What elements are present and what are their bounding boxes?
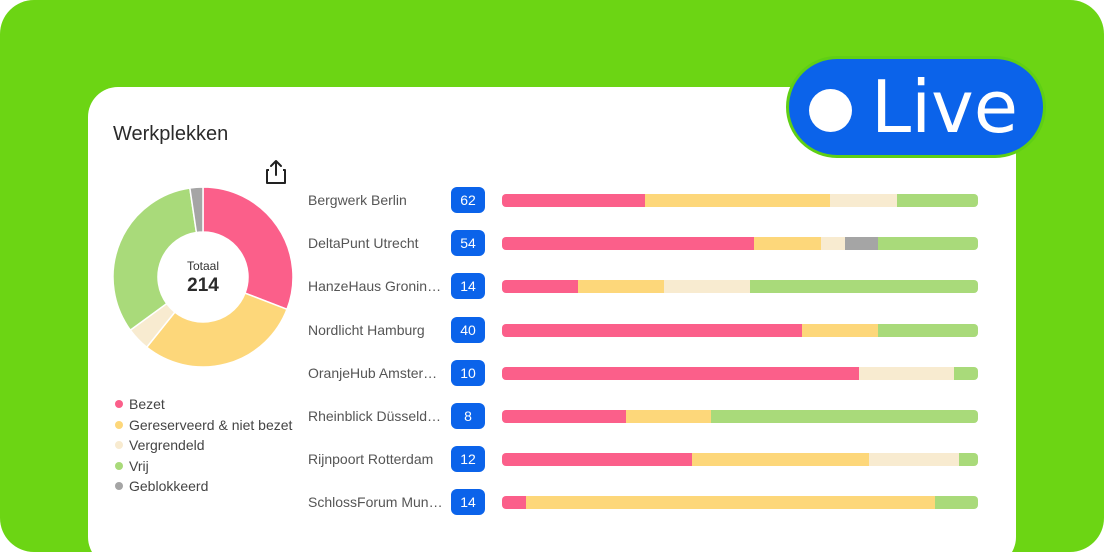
bar-segment-bezet	[502, 496, 526, 510]
donut-slice-geblokkeerd	[188, 186, 204, 234]
donut-chart	[112, 186, 294, 368]
live-badge: Live	[786, 56, 1046, 158]
location-count-badge: 40	[451, 316, 485, 343]
location-count-badge: 62	[451, 187, 485, 213]
location-name: Nordlicht Hamburg	[308, 321, 425, 338]
location-count-badge: 12	[451, 446, 485, 473]
location-count-badge: 10	[451, 359, 485, 386]
bar-segment-vrij	[954, 366, 978, 380]
legend-item: Vrij	[115, 456, 292, 477]
bar-segment-gereserveerd-niet-bezet	[625, 410, 712, 423]
legend-label: Bezet	[129, 396, 165, 413]
location-row[interactable]: Nordlicht Hamburg 40	[308, 316, 988, 343]
bar-segment-vergrendeld	[859, 366, 955, 380]
location-count-badge: 14	[451, 273, 485, 300]
bar-segment-gereserveerd-niet-bezet	[754, 237, 821, 251]
donut-slice-bezet	[202, 186, 294, 311]
bar-segment-bezet	[502, 323, 802, 337]
stacked-bar	[502, 280, 978, 294]
location-row[interactable]: SchlossForum Muni… 14	[308, 489, 988, 516]
bar-segment-vrij	[935, 496, 978, 510]
legend-dot-icon	[115, 461, 123, 470]
location-count-badge: 14	[451, 489, 485, 516]
legend-dot-icon	[115, 420, 123, 429]
location-row[interactable]: OranjeHub Amsterd… 10	[308, 359, 988, 386]
bar-segment-vrij	[878, 323, 978, 337]
location-row[interactable]: Rheinblick Düsseld… 8	[308, 403, 988, 429]
share-icon[interactable]	[264, 159, 288, 185]
legend-label: Geblokkeerd	[129, 478, 209, 495]
location-row[interactable]: Rijnpoort Rotterdam 12	[308, 446, 988, 473]
total-label: Totaal	[186, 259, 220, 273]
legend-item: Vergrendeld	[115, 435, 292, 456]
location-name: OranjeHub Amsterd…	[308, 364, 443, 381]
bar-segment-gereserveerd-niet-bezet	[692, 453, 869, 467]
location-name: SchlossForum Muni…	[308, 494, 443, 511]
bar-segment-bezet	[502, 453, 693, 467]
location-name: HanzeHaus Groning…	[308, 278, 443, 295]
location-name: DeltaPunt Utrecht	[308, 235, 419, 252]
live-dot-icon	[809, 89, 852, 132]
bar-segment-bezet	[502, 366, 859, 380]
bar-segment-gereserveerd-niet-bezet	[801, 323, 879, 337]
stacked-bar	[502, 453, 978, 467]
location-name: Rheinblick Düsseld…	[308, 408, 442, 424]
location-row[interactable]: HanzeHaus Groning… 14	[308, 273, 988, 300]
stacked-bar	[502, 323, 978, 337]
bar-segment-vrij	[711, 410, 978, 423]
bar-segment-gereserveerd-niet-bezet	[644, 194, 831, 207]
werkplekken-card: Werkplekken Totaal 214 Bezet Gereserveerd…	[88, 87, 1016, 552]
location-name: Rijnpoort Rotterdam	[308, 451, 434, 468]
legend-label: Gereserveerd & niet bezet	[129, 416, 293, 433]
bar-segment-vrij	[749, 280, 978, 294]
total-value: 214	[187, 275, 219, 296]
legend-label: Vergrendeld	[129, 437, 205, 454]
bar-segment-vergrendeld	[868, 453, 959, 467]
donut-slice-vrij	[112, 187, 198, 332]
stacked-bar	[502, 410, 978, 423]
legend-dot-icon	[115, 400, 123, 409]
bar-segment-vrij	[878, 237, 978, 251]
legend-dot-icon	[115, 482, 123, 491]
location-count-badge: 54	[451, 230, 485, 257]
location-row[interactable]: DeltaPunt Utrecht 54	[308, 230, 988, 257]
bar-segment-bezet	[502, 280, 579, 294]
location-row[interactable]: Bergwerk Berlin 62	[308, 187, 988, 213]
location-name: Bergwerk Berlin	[308, 192, 407, 208]
stacked-bar	[502, 496, 978, 510]
location-count-badge: 8	[451, 403, 485, 429]
donut-slice-gereserveerd-niet-bezet	[145, 292, 288, 368]
legend-item: Gereserveerd & niet bezet	[115, 415, 292, 436]
legend-dot-icon	[115, 441, 123, 450]
legend-item: Bezet	[115, 394, 292, 415]
bar-segment-vergrendeld	[663, 280, 750, 294]
bar-segment-vergrendeld	[830, 194, 898, 207]
bar-segment-geblokkeerd	[844, 237, 878, 251]
bar-segment-gereserveerd-niet-bezet	[578, 280, 664, 294]
legend-label: Vrij	[129, 457, 149, 474]
bar-segment-bezet	[502, 194, 645, 207]
bar-segment-vrij	[897, 194, 978, 207]
live-label: Live	[871, 65, 1019, 149]
bar-segment-gereserveerd-niet-bezet	[525, 496, 936, 510]
card-title: Werkplekken	[113, 123, 229, 145]
bar-segment-vrij	[958, 453, 978, 467]
bar-segment-bezet	[502, 410, 626, 423]
chart-legend: Bezet Gereserveerd & niet bezet Vergrendel…	[115, 394, 292, 497]
legend-item: Geblokkeerd	[115, 476, 292, 497]
stacked-bar	[502, 237, 978, 251]
bar-segment-vergrendeld	[820, 237, 845, 251]
stacked-bar	[502, 194, 978, 207]
stacked-bar	[502, 366, 978, 380]
bar-segment-bezet	[502, 237, 755, 251]
donut-center: Totaal 214	[110, 184, 296, 370]
